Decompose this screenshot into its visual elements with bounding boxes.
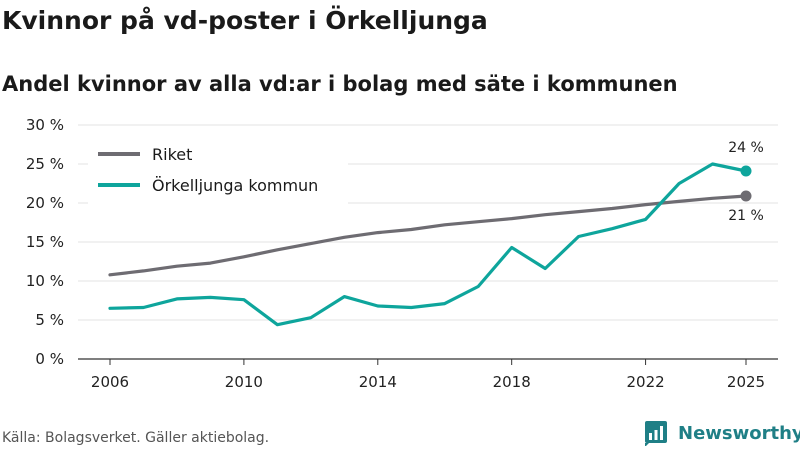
series-line-orkelljunga (108, 162, 748, 327)
y-tick-label: 20 % (26, 194, 64, 212)
legend-box (88, 136, 348, 204)
x-tick-label: 2006 (91, 373, 129, 391)
chart-title: Kvinnor på vd-poster i Örkelljunga (2, 6, 488, 35)
series-end-label: 21 % (728, 208, 764, 224)
y-tick-label: 15 % (26, 233, 64, 251)
x-tick-label: 2025 (727, 373, 765, 391)
brand-name: Newsworthy (678, 422, 800, 444)
x-tick-label: 2018 (493, 373, 531, 391)
legend-label: Riket (152, 145, 192, 164)
y-tick-label: 25 % (26, 155, 64, 173)
x-tick-label: 2010 (225, 373, 263, 391)
chart-subtitle: Andel kvinnor av alla vd:ar i bolag med … (2, 72, 678, 96)
brand-logo: Newsworthy (644, 420, 800, 446)
x-tick-label: 2014 (359, 373, 397, 391)
legend-label: Örkelljunga kommun (152, 176, 318, 195)
y-tick-label: 30 % (26, 116, 64, 134)
series-line-riket (108, 194, 748, 277)
y-tick-label: 10 % (26, 272, 64, 290)
y-tick-label: 5 % (35, 311, 64, 329)
series-end-label: 24 % (728, 140, 764, 156)
series-end-marker (740, 190, 752, 202)
x-tick-label: 2022 (626, 373, 664, 391)
series-end-marker (740, 165, 752, 177)
y-tick-label: 0 % (35, 350, 64, 368)
bar-chart-icon (645, 421, 667, 446)
source-note: Källa: Bolagsverket. Gäller aktiebolag. (2, 430, 270, 446)
